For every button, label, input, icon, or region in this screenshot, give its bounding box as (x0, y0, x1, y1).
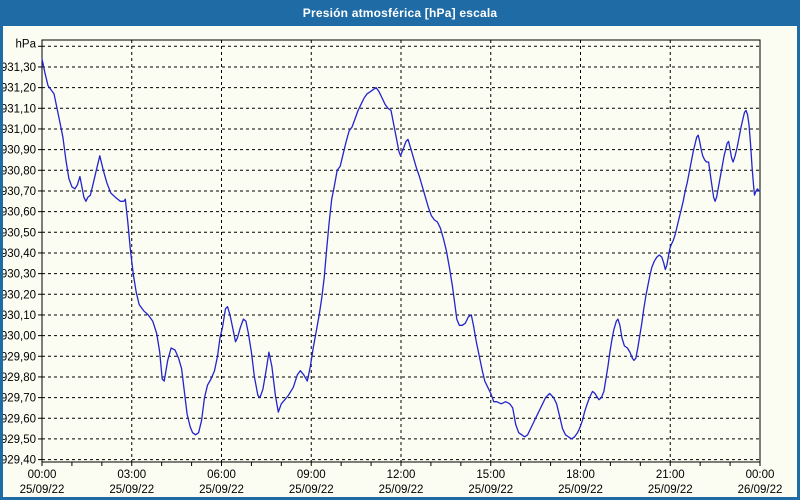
y-tick-label: 930,60 (3, 207, 36, 219)
y-tick-label: 930,10 (3, 310, 36, 322)
pressure-line-chart: 931,30 931,20 931,10 931,00 930,90 930,80 930,… (1, 38, 783, 496)
x-tick-time-label: 21:00 (656, 469, 685, 481)
x-tick-date-label: 25/09/22 (379, 484, 424, 496)
x-axis-labels: 00:00 25/09/22 03:00 25/09/22 06:00 25/09/22 0… (20, 469, 783, 496)
plot-border (41, 39, 761, 463)
gridlines (42, 40, 760, 462)
y-tick-label: 930,70 (3, 186, 36, 198)
y-tick-label: 931,20 (3, 83, 36, 95)
y-tick-label: 930,40 (3, 248, 36, 260)
x-tick-date-label: 25/09/22 (20, 484, 65, 496)
y-tick-label: 930,50 (3, 227, 36, 239)
y-tick-label: 930,30 (3, 269, 36, 281)
x-tick-date-label: 26/09/22 (738, 484, 783, 496)
x-tick-time-label: 00:00 (28, 469, 57, 481)
x-tick-time-label: 12:00 (387, 469, 416, 481)
y-tick-label: 929,70 (3, 393, 36, 405)
x-tick-time-label: 06:00 (207, 469, 236, 481)
axis-ticks (38, 45, 761, 466)
y-tick-label: 931,00 (3, 124, 36, 136)
chart-area: 931,30 931,20 931,10 931,00 930,90 930,80 930,… (1, 26, 797, 497)
y-tick-label: 929,60 (3, 413, 36, 425)
pressure-series-line (41, 58, 761, 440)
x-tick-time-label: 18:00 (566, 469, 595, 481)
y-axis-unit-label: hPa (16, 38, 37, 50)
y-tick-label: 929,90 (3, 351, 36, 363)
y-tick-label: 929,80 (3, 372, 36, 384)
y-tick-label: 929,50 (3, 434, 36, 446)
y-tick-label: 931,30 (3, 62, 36, 74)
y-tick-label: 931,10 (3, 103, 36, 115)
y-tick-label: 930,90 (3, 145, 36, 157)
y-tick-label: 930,20 (3, 289, 36, 301)
x-tick-date-label: 25/09/22 (648, 484, 693, 496)
x-tick-date-label: 25/09/22 (109, 484, 154, 496)
x-tick-date-label: 25/09/22 (199, 484, 244, 496)
y-tick-label: 930,00 (3, 331, 36, 343)
x-tick-date-label: 25/09/22 (468, 484, 513, 496)
y-tick-label: 929,40 (3, 455, 36, 467)
x-tick-time-label: 15:00 (476, 469, 505, 481)
x-tick-date-label: 25/09/22 (558, 484, 603, 496)
x-tick-time-label: 03:00 (117, 469, 146, 481)
x-tick-time-label: 09:00 (297, 469, 326, 481)
y-axis-labels: 931,30 931,20 931,10 931,00 930,90 930,80 930,… (1, 38, 37, 467)
chart-title-bar: Presión atmosférica [hPa] escala (0, 0, 800, 26)
x-tick-time-label: 00:00 (746, 469, 775, 481)
y-tick-label: 930,80 (3, 165, 36, 177)
chart-title: Presión atmosférica [hPa] escala (302, 6, 498, 20)
x-tick-date-label: 25/09/22 (289, 484, 334, 496)
